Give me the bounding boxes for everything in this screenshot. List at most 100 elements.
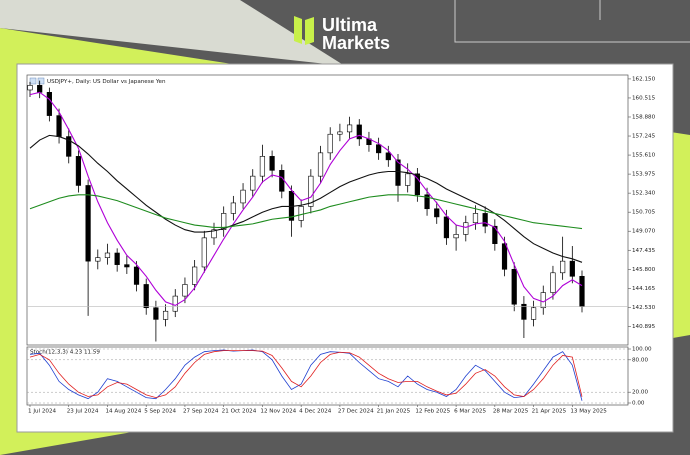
candle-body — [501, 243, 508, 270]
candle-body — [162, 310, 169, 320]
y-tick-label: 162.150 — [632, 76, 656, 82]
candle-body — [569, 260, 575, 277]
candle-body — [405, 173, 411, 186]
background-corner — [0, 0, 345, 66]
indicator-title: Stoch(12,3,3) 4.23 11.59 — [30, 350, 100, 356]
candle-body — [550, 272, 556, 293]
line-series — [29, 134, 583, 263]
y-tick-label: 0.00 — [632, 401, 645, 407]
candle-body — [395, 159, 401, 186]
candle-body — [540, 292, 546, 309]
line-series — [29, 350, 583, 399]
candle-body — [521, 303, 527, 320]
candle-body — [337, 131, 343, 135]
y-tick-label: 158.880 — [632, 114, 656, 120]
candle-body — [560, 260, 566, 274]
candle-body — [356, 124, 362, 140]
x-tick-label: 5 Sep 2024 — [144, 409, 176, 415]
candle-body — [85, 185, 91, 262]
candle-body — [308, 175, 314, 207]
candle-body — [172, 295, 178, 312]
y-tick-label: 152.340 — [632, 191, 656, 197]
stoch-plot — [26, 346, 629, 406]
candle-body — [472, 213, 479, 224]
candle-body — [27, 85, 33, 91]
candle-body — [530, 307, 537, 320]
chart-icon — [37, 77, 45, 85]
decor-line — [454, 0, 690, 43]
x-tick-label: 21 Oct 2024 — [222, 409, 257, 415]
candle-body — [153, 307, 159, 320]
candle-body — [376, 144, 382, 154]
candle-body — [221, 213, 227, 231]
candle-body — [414, 173, 420, 196]
line-series — [29, 349, 583, 401]
candle-body — [240, 189, 246, 204]
candle-body — [453, 234, 459, 239]
candle-body — [385, 152, 391, 161]
marks: 1 Jul 2024 23 Jul 2024 14 Aug 2024 5 Sep 20… — [27, 76, 656, 415]
x-tick-label: 12 Feb 2025 — [415, 409, 450, 415]
y-tick-label: 157.245 — [632, 134, 656, 140]
x-tick-label: 21 Jan 2025 — [377, 409, 411, 415]
logo: Ultima Markets — [294, 15, 390, 53]
candle-body — [298, 206, 304, 221]
candle-body — [211, 229, 217, 239]
candle-body — [424, 194, 430, 210]
candle-body — [46, 92, 52, 116]
candle-body — [230, 202, 236, 214]
logo-mark — [305, 17, 314, 45]
y-tick-label: 160.515 — [632, 95, 656, 101]
candle-body — [182, 284, 188, 297]
x-tick-label: 6 Mar 2025 — [454, 409, 486, 415]
y-tick-label: 142.530 — [632, 305, 656, 311]
candle-body — [434, 208, 440, 218]
candle-body — [279, 170, 285, 192]
logo-mark — [294, 16, 302, 44]
candle-body — [443, 216, 450, 239]
y-tick-label: 149.070 — [632, 229, 656, 235]
y-tick-label: 153.975 — [632, 172, 656, 178]
candle-body — [250, 175, 256, 191]
x-tick-label: 14 Aug 2024 — [105, 409, 141, 415]
x-tick-label: 21 Apr 2025 — [532, 409, 567, 415]
candle-body — [492, 225, 498, 244]
y-tick-label: 150.705 — [632, 210, 656, 216]
chart-icon — [29, 77, 37, 85]
candle-body — [579, 275, 585, 307]
y-tick-label: 155.610 — [632, 153, 656, 159]
candle-body — [95, 257, 101, 262]
chart-title: USDJPY+, Daily: US Dollar vs Japanese Ye… — [47, 79, 166, 85]
candle-body — [75, 156, 82, 186]
candle-body — [463, 222, 469, 235]
y-tick-label: 145.800 — [632, 267, 656, 273]
y-tick-label: 147.435 — [632, 248, 656, 254]
x-tick-label: 28 Mar 2025 — [493, 409, 529, 415]
candle-body — [133, 266, 140, 285]
candle-body — [482, 213, 488, 227]
brand-line: Markets — [322, 33, 390, 53]
x-tick-label: 12 Nov 2024 — [260, 409, 296, 415]
y-tick-label: 100.00 — [632, 347, 652, 353]
candle-body — [104, 252, 111, 258]
candle-body — [327, 133, 333, 154]
line-series — [29, 91, 583, 307]
candle-body — [143, 284, 149, 309]
x-tick-label: 27 Sep 2024 — [183, 409, 219, 415]
y-tick-label: 144.165 — [632, 286, 656, 292]
candle-body — [511, 269, 517, 305]
candle-body — [317, 152, 324, 177]
candle-body — [56, 115, 62, 137]
price-plot — [26, 74, 629, 346]
candle-body — [124, 264, 130, 268]
candle-body — [192, 266, 198, 285]
x-tick-label: 23 Jul 2024 — [67, 409, 99, 415]
candle-body — [269, 156, 275, 171]
y-tick-label: 80.00 — [632, 357, 648, 363]
line-series — [29, 194, 583, 230]
x-tick-label: 27 Dec 2024 — [338, 409, 374, 415]
y-tick-label: 20.00 — [632, 390, 648, 396]
candle-body — [346, 124, 353, 133]
